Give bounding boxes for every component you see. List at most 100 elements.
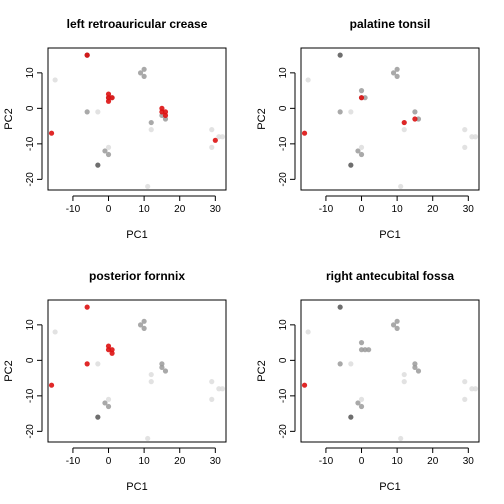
data-point bbox=[394, 325, 400, 331]
data-point bbox=[162, 368, 169, 374]
highlight-point bbox=[109, 350, 115, 356]
highlight-point bbox=[159, 105, 165, 111]
y-tick-label: 10 bbox=[278, 319, 289, 331]
x-tick-label: 30 bbox=[210, 456, 222, 467]
chart-panel-2: palatine tonsil -10 0 10 20 30 -20 -10 0 10 PC1 PC2 bbox=[256, 17, 480, 241]
y-tick-label: 10 bbox=[25, 319, 36, 331]
data-point bbox=[52, 329, 58, 335]
data-point bbox=[216, 134, 222, 140]
data-point bbox=[355, 400, 361, 406]
x-tick-label: -10 bbox=[319, 204, 334, 215]
highlight-point bbox=[301, 382, 308, 388]
data-point bbox=[358, 396, 365, 402]
y-tick-label: 10 bbox=[278, 67, 289, 79]
data-point bbox=[358, 340, 365, 346]
y-tick-label: -20 bbox=[278, 172, 289, 187]
data-point bbox=[358, 88, 365, 94]
data-point bbox=[415, 116, 422, 122]
y-tick-label: 0 bbox=[278, 105, 289, 111]
data-point bbox=[305, 77, 311, 83]
chart-title: posterior fornnix bbox=[89, 269, 185, 283]
data-point bbox=[390, 322, 397, 328]
data-point bbox=[412, 109, 418, 115]
data-point bbox=[394, 318, 400, 324]
highlight-point bbox=[109, 95, 115, 101]
highlight-point bbox=[84, 361, 90, 367]
highlight-point bbox=[301, 130, 308, 136]
data-point bbox=[159, 364, 165, 371]
highlight-point bbox=[48, 382, 55, 388]
y-axis-label: PC2 bbox=[3, 360, 15, 381]
data-point bbox=[102, 400, 108, 406]
data-point bbox=[219, 134, 226, 140]
data-point bbox=[95, 361, 101, 367]
y-tick-label: -10 bbox=[278, 136, 289, 151]
x-tick-label: -10 bbox=[66, 456, 81, 467]
data-point bbox=[398, 183, 404, 190]
x-tick-label: 0 bbox=[359, 456, 365, 467]
data-point bbox=[145, 435, 151, 442]
data-point bbox=[472, 134, 479, 140]
x-tick-label: 10 bbox=[139, 456, 151, 467]
data-point bbox=[394, 73, 400, 79]
data-point bbox=[401, 379, 407, 385]
x-tick-label: 10 bbox=[139, 204, 151, 215]
data-point bbox=[141, 325, 147, 331]
highlight-point bbox=[412, 116, 418, 122]
x-tick-label: 0 bbox=[106, 456, 112, 467]
chart-title: right antecubital fossa bbox=[326, 269, 454, 283]
data-point bbox=[209, 127, 215, 133]
data-point bbox=[462, 127, 468, 133]
data-point bbox=[337, 304, 343, 310]
y-tick-label: -20 bbox=[25, 424, 36, 439]
data-point bbox=[209, 144, 215, 150]
data-point bbox=[366, 347, 372, 353]
plot-area bbox=[300, 299, 480, 443]
chart-panel-4: right antecubital fossa -10 0 10 20 30 -20 -10 0… bbox=[256, 269, 480, 493]
data-point bbox=[462, 144, 468, 150]
y-tick-label: 10 bbox=[25, 67, 36, 79]
y-tick-label: -10 bbox=[278, 388, 289, 403]
x-axis-label: PC1 bbox=[379, 229, 400, 241]
y-tick-label: 0 bbox=[25, 357, 36, 363]
data-point bbox=[362, 347, 368, 353]
y-tick-label: -20 bbox=[25, 172, 36, 187]
y-tick-label: -10 bbox=[25, 136, 36, 151]
highlight-point bbox=[105, 347, 112, 353]
data-point bbox=[105, 396, 112, 402]
highlight-point bbox=[84, 52, 90, 58]
data-point bbox=[141, 66, 147, 72]
data-point bbox=[462, 379, 468, 385]
data-point bbox=[52, 77, 58, 83]
data-point bbox=[102, 148, 108, 154]
data-point bbox=[84, 109, 90, 115]
data-point bbox=[209, 379, 215, 385]
data-point bbox=[390, 70, 397, 76]
data-point bbox=[337, 361, 343, 367]
x-axis-label: PC1 bbox=[126, 229, 147, 241]
data-point bbox=[137, 70, 144, 76]
x-axis-label: PC1 bbox=[379, 481, 400, 493]
chart-title: left retroauricular crease bbox=[67, 17, 208, 31]
x-tick-label: 10 bbox=[392, 456, 404, 467]
data-point bbox=[469, 386, 475, 392]
highlight-point bbox=[105, 98, 112, 104]
data-point bbox=[95, 109, 101, 115]
chart-title: palatine tonsil bbox=[350, 17, 431, 31]
x-tick-label: 30 bbox=[210, 204, 222, 215]
x-axis-label: PC1 bbox=[126, 481, 147, 493]
data-point bbox=[415, 368, 422, 374]
data-point bbox=[348, 361, 354, 367]
data-point bbox=[148, 379, 154, 385]
data-point bbox=[398, 435, 404, 442]
data-point bbox=[472, 386, 479, 392]
y-axis-label: PC2 bbox=[3, 108, 15, 129]
data-point bbox=[148, 127, 154, 133]
data-point bbox=[358, 144, 365, 150]
data-point bbox=[469, 134, 475, 140]
y-axis-label: PC2 bbox=[256, 360, 268, 381]
highlight-point bbox=[84, 304, 90, 310]
data-point bbox=[362, 95, 368, 101]
plot-area bbox=[47, 47, 227, 191]
